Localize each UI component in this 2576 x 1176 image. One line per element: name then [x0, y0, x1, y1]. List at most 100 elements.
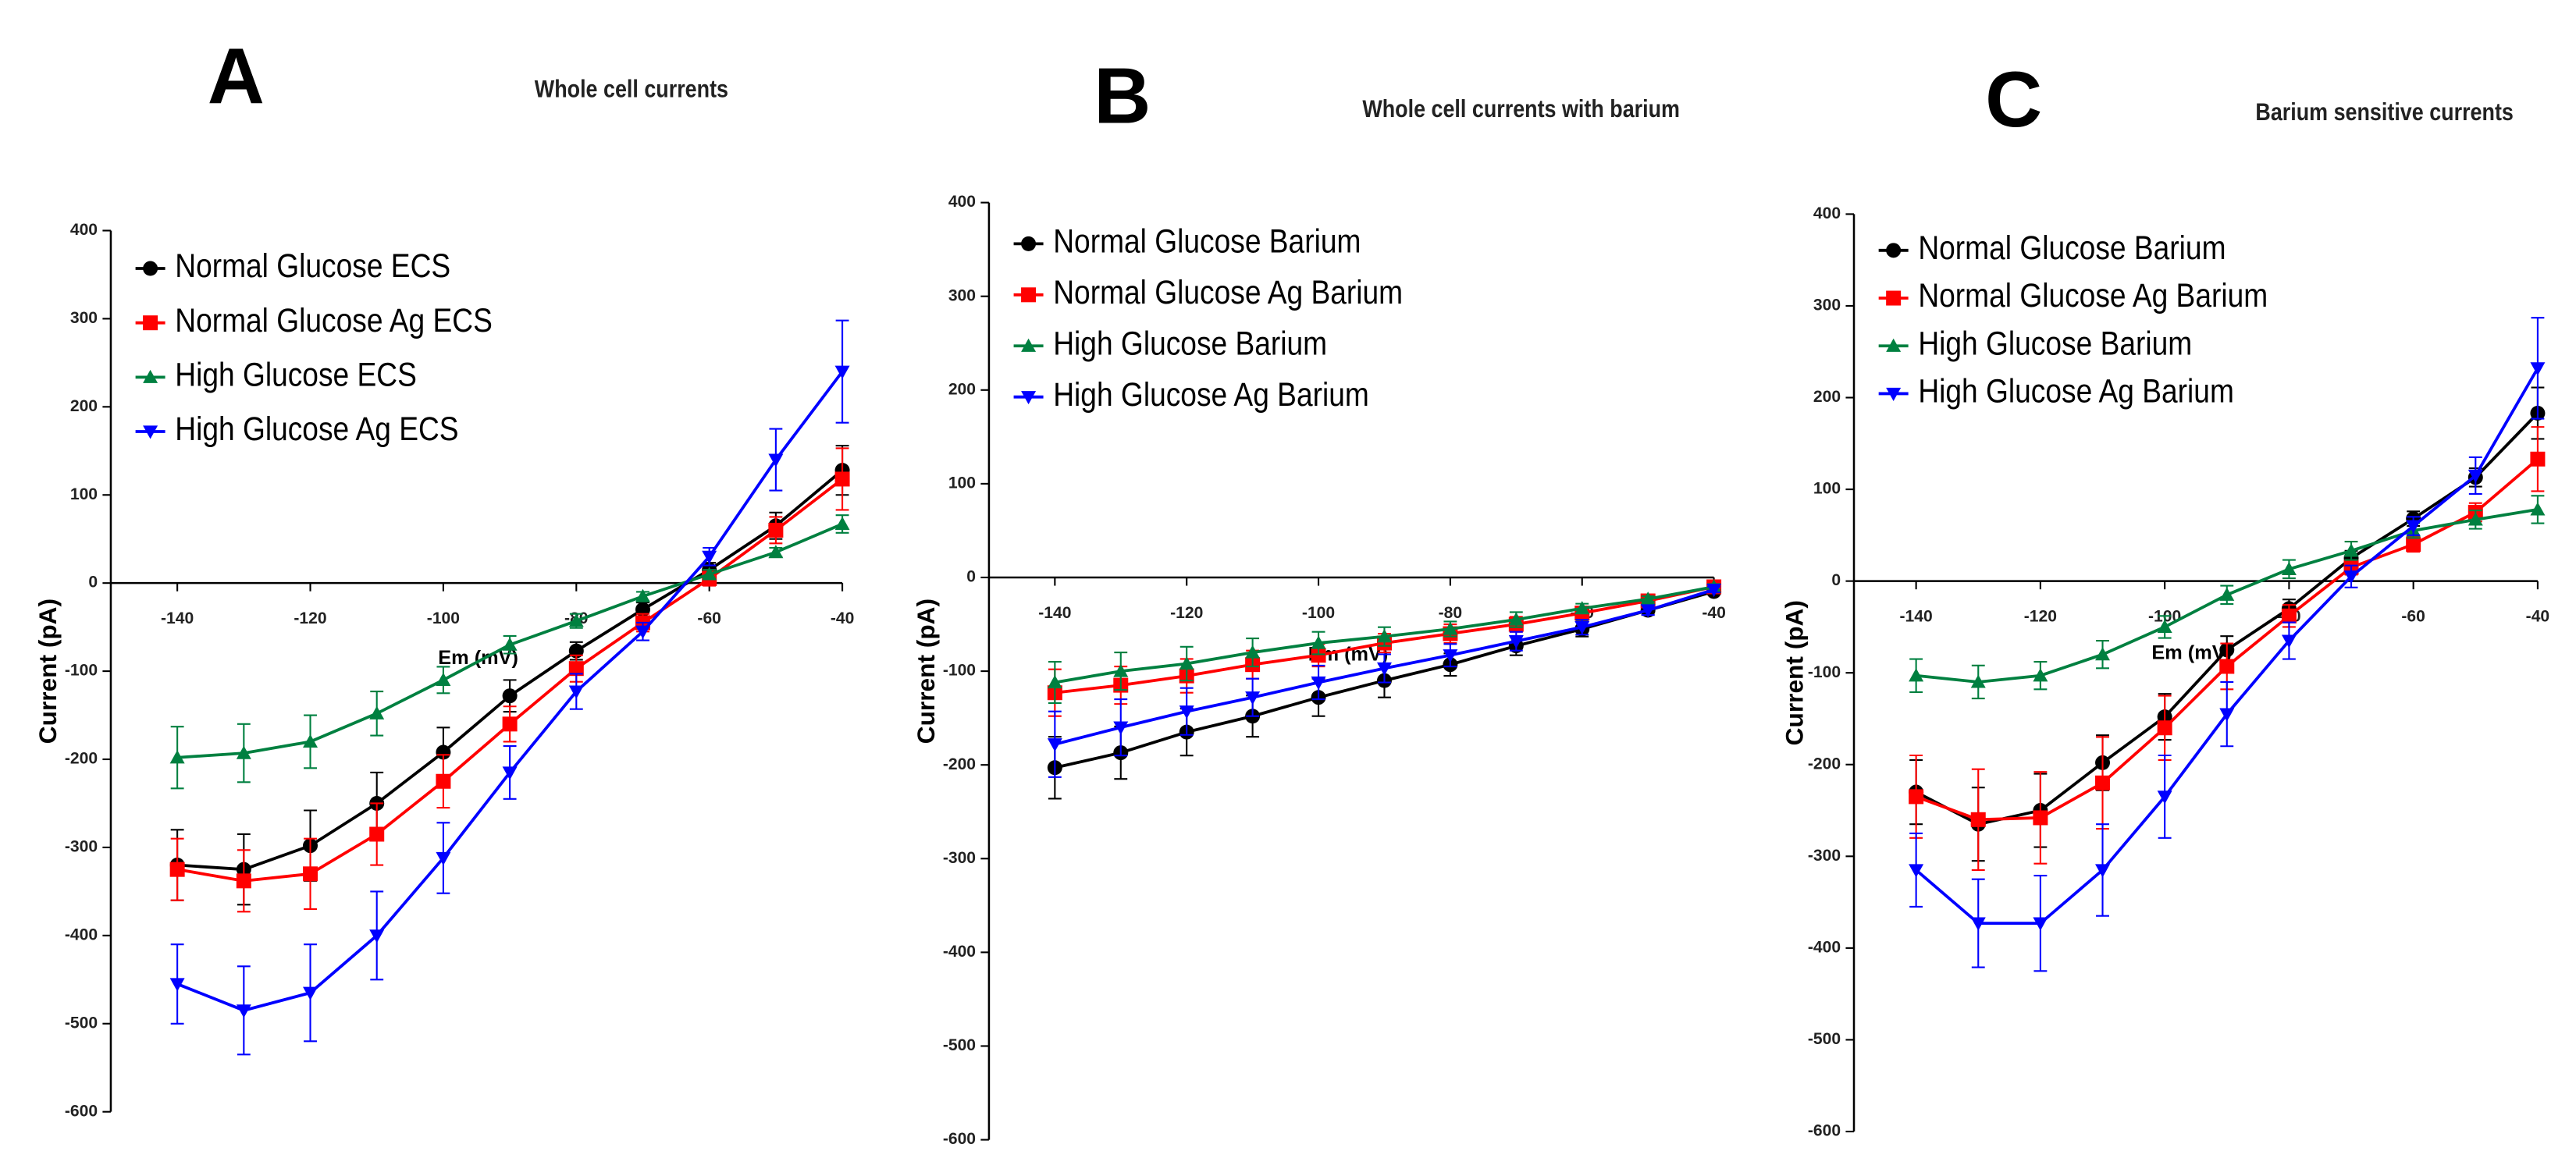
marker: [2530, 451, 2546, 467]
y-tick-label: -100: [943, 662, 976, 680]
marker: [568, 685, 584, 699]
y-tick-label: 200: [948, 380, 976, 398]
legend-label: High Glucose Ag ECS: [175, 411, 458, 448]
marker: [2467, 512, 2483, 526]
y-tick-label: -200: [1808, 755, 1841, 773]
marker: [1376, 629, 1392, 643]
y-tick-label: 400: [948, 193, 976, 211]
marker: [1245, 691, 1261, 705]
marker: [834, 517, 850, 531]
marker: [1970, 917, 1986, 931]
marker: [568, 613, 584, 627]
marker: [1706, 584, 1722, 598]
marker: [2530, 362, 2546, 376]
legend-marker: [143, 369, 158, 383]
chart-title: Whole cell currents with barium: [1362, 95, 1680, 123]
marker: [1909, 789, 1924, 805]
y-tick-label: -600: [1808, 1122, 1841, 1140]
y-tick-label: -200: [65, 750, 98, 768]
marker: [502, 766, 518, 780]
marker: [1970, 812, 1986, 827]
marker: [702, 567, 717, 581]
y-tick-label: -200: [943, 755, 976, 773]
legend-label: Normal Glucose ECS: [175, 248, 450, 285]
marker: [834, 471, 850, 487]
marker: [1311, 676, 1326, 690]
y-tick-label: -500: [65, 1014, 98, 1032]
marker: [303, 734, 318, 748]
legend-marker: [143, 425, 158, 439]
marker: [436, 773, 451, 789]
marker: [1443, 649, 1458, 663]
y-tick-label: 0: [1831, 571, 1841, 589]
y-tick-label: 0: [966, 568, 976, 586]
legend-marker: [1886, 290, 1902, 306]
marker: [369, 929, 385, 943]
y-axis-label: Current (pA): [34, 599, 62, 744]
marker: [502, 637, 518, 651]
y-tick-label: -300: [1808, 847, 1841, 865]
marker: [303, 866, 318, 882]
x-tick-label: -120: [1170, 604, 1203, 622]
x-tick-label: -140: [161, 609, 194, 627]
legend-label: High Glucose Barium: [1918, 325, 2192, 362]
y-tick-label: 0: [88, 574, 98, 592]
legend-label: Normal Glucose Barium: [1053, 223, 1361, 260]
y-tick-label: 100: [70, 485, 98, 503]
y-tick-label: 400: [1813, 204, 1841, 222]
marker: [2095, 775, 2111, 791]
y-tick-label: -600: [943, 1130, 976, 1148]
marker: [2406, 520, 2421, 534]
marker: [1970, 674, 1986, 688]
marker: [2406, 537, 2421, 552]
x-tick-label: -40: [2526, 608, 2550, 626]
x-tick-label: -40: [1702, 604, 1726, 622]
marker: [1113, 663, 1129, 677]
y-tick-label: 300: [70, 309, 98, 327]
marker: [2530, 502, 2546, 516]
legend-marker: [143, 261, 158, 276]
y-tick-label: 200: [70, 397, 98, 415]
marker: [2033, 668, 2048, 682]
x-tick-label: -80: [1439, 604, 1463, 622]
marker: [1113, 721, 1129, 735]
legend-marker: [1021, 391, 1037, 405]
y-tick-label: -500: [943, 1036, 976, 1054]
y-tick-label: 200: [1813, 388, 1841, 406]
marker: [1909, 668, 1924, 682]
marker: [768, 453, 784, 467]
legend-marker: [1886, 387, 1902, 401]
marker: [702, 550, 717, 564]
marker: [303, 986, 318, 1000]
x-tick-label: -140: [1038, 604, 1071, 622]
marker: [1179, 656, 1194, 670]
marker: [1443, 621, 1458, 635]
legend-label: Normal Glucose Ag Barium: [1053, 275, 1403, 311]
marker: [502, 688, 518, 704]
legend-marker: [1886, 243, 1902, 258]
y-tick-label: 100: [1813, 480, 1841, 498]
marker: [2343, 543, 2359, 557]
y-tick-label: 300: [948, 286, 976, 304]
legend-label: Normal Glucose Barium: [1918, 230, 2226, 267]
marker: [369, 705, 385, 719]
marker: [1376, 662, 1392, 676]
y-tick-label: 300: [1813, 297, 1841, 314]
marker: [1245, 645, 1261, 659]
y-tick-label: -100: [1808, 663, 1841, 681]
marker: [1640, 592, 1656, 606]
marker: [369, 826, 385, 842]
y-tick-label: -100: [65, 662, 98, 680]
y-axis-label: Current (pA): [912, 599, 940, 744]
marker: [502, 716, 518, 732]
y-tick-label: -300: [943, 849, 976, 867]
marker: [1311, 648, 1326, 663]
marker: [1311, 635, 1326, 649]
y-tick-label: -600: [65, 1102, 98, 1120]
x-tick-label: -100: [1302, 604, 1335, 622]
y-tick-label: -400: [1808, 938, 1841, 956]
marker: [169, 978, 185, 992]
legend-label: Normal Glucose Ag ECS: [175, 303, 493, 339]
